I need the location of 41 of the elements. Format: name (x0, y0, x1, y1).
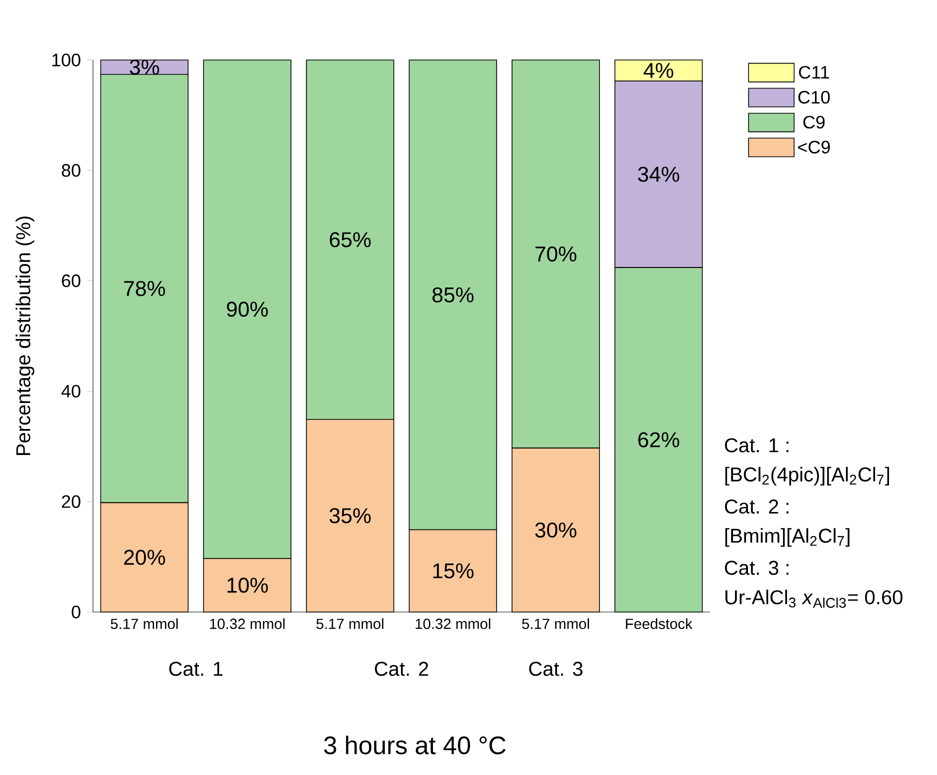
text: Cat. 2 : (724, 499, 788, 514)
data-label: 65% (330, 232, 371, 248)
y-axis-title: Percentage distribution (%) (16, 216, 34, 455)
text: Cat. 3 : (724, 560, 788, 575)
x-tick-label: 5.17 mmol (316, 618, 384, 630)
x-tick-label: 5.17 mmol (110, 618, 178, 630)
data-label: 34% (638, 166, 680, 182)
x-tick-label: 10.32 mmol (416, 618, 490, 630)
text: Cat. 2 (374, 662, 428, 676)
x-tick-label: 5.17 mmol (522, 618, 589, 630)
data-label: 20% (124, 550, 166, 565)
y-tick-label: 100 (52, 54, 80, 66)
data-label: 62% (638, 432, 680, 448)
y-tick-label: 20 (62, 495, 80, 508)
data-label: 15% (433, 563, 474, 578)
y-tick-label: 80 (62, 164, 80, 177)
y-tick-label: 40 (61, 384, 80, 398)
text: [BCl$_{2}$(4pic)][Al$_{2}$Cl$_{7}$] (725, 466, 889, 486)
data-label: 4% (644, 63, 674, 78)
x-tick-label: 10.32 mmol (210, 618, 285, 630)
text: Cat. 1 (169, 662, 222, 676)
data-label: 3% (130, 60, 160, 75)
legend-label: <C9 (798, 140, 830, 154)
data-label: 90% (226, 302, 268, 317)
text: Ur-AlCl$_{3}$ x$_{AlCl3}$= 0.60 (725, 590, 902, 608)
x-tick-label: Feedstock (626, 618, 692, 630)
data-label: 35% (330, 508, 371, 524)
data-label: 85% (432, 287, 474, 302)
data-label: 78% (124, 280, 166, 296)
text: Cat. 1 : (724, 438, 788, 452)
legend-label: C10 (798, 90, 830, 104)
text: Cat. 3 (529, 662, 582, 676)
y-tick-label: 60 (62, 274, 80, 288)
legend-label: C9 (803, 116, 825, 129)
data-label: 10% (228, 578, 268, 593)
data-label: 70% (535, 246, 576, 262)
text: [Bmim][Al$_{2}$Cl$_{7}$] (725, 528, 850, 547)
data-label: 30% (535, 522, 576, 538)
text: 3 hours at 40 °C (324, 736, 506, 754)
legend-label: C11 (799, 66, 829, 79)
y-tick-label: 0 (72, 606, 80, 618)
